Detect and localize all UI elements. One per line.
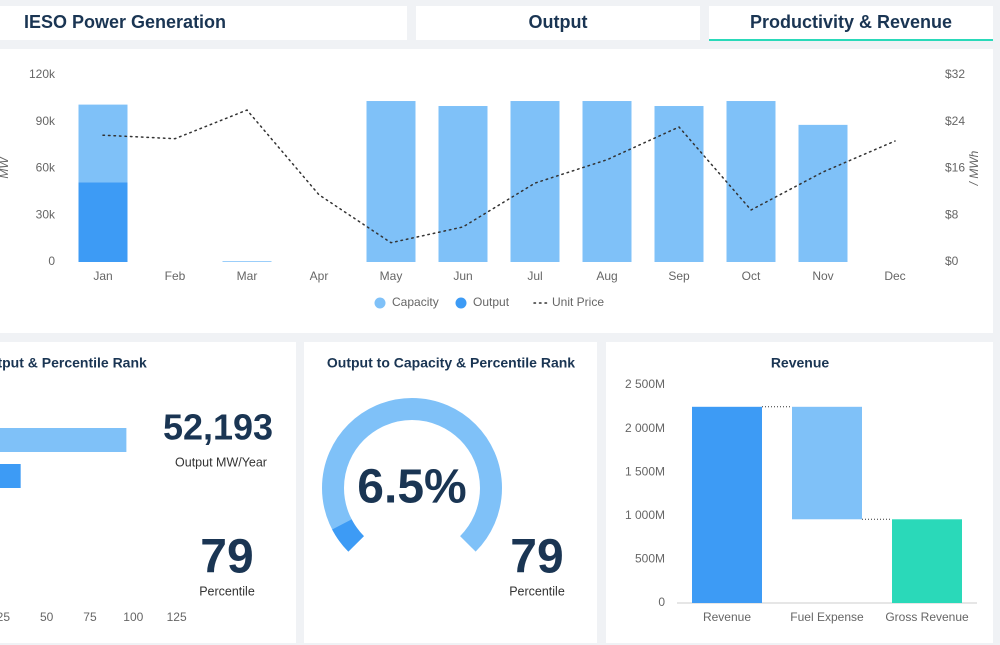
panel-title: Revenue (771, 355, 830, 371)
x-tick-label: Jun (453, 269, 472, 283)
bar (78, 182, 128, 262)
kpi-caption: Output MW/Year (175, 455, 267, 469)
tab-label[interactable]: Productivity & Revenue (750, 12, 952, 32)
x-tick-label: Gross Revenue (885, 610, 969, 624)
x-tick-label: 25 (0, 610, 10, 624)
x-tick-label: Feb (165, 269, 186, 283)
y-tick-label: 60k (36, 161, 56, 175)
x-tick-label: 100 (123, 610, 143, 624)
bar (654, 106, 704, 262)
y2-tick-label: $8 (945, 207, 959, 221)
bar (798, 124, 848, 262)
bar (692, 406, 762, 603)
y2-tick-label: $0 (945, 254, 959, 268)
y-tick-label: 30k (36, 207, 56, 221)
bar (0, 428, 127, 452)
bar (438, 106, 488, 262)
y-tick-label: 0 (48, 254, 55, 268)
panel-card (304, 342, 597, 643)
bar (366, 101, 416, 262)
y2-tick-label: $24 (945, 114, 965, 128)
legend-label: Unit Price (552, 295, 604, 309)
tab-label[interactable]: Output (529, 12, 588, 32)
x-tick-label: 75 (83, 610, 97, 624)
bar (792, 406, 862, 520)
panel-title: Output to Capacity & Percentile Rank (327, 355, 575, 371)
x-tick-label: May (380, 269, 403, 283)
tab-card[interactable] (709, 6, 993, 40)
tab-underline (709, 39, 993, 41)
legend-swatch (455, 297, 467, 309)
x-tick-label: Sep (668, 269, 690, 283)
bar (222, 261, 272, 262)
y-tick-label: 2 000M (625, 421, 665, 435)
gauge-track (322, 398, 502, 552)
legend-swatch (374, 297, 386, 309)
x-tick-label: Dec (884, 269, 905, 283)
y-axis-label: MW (0, 156, 11, 179)
panel-card (0, 342, 296, 643)
gauge-label: 6.5% (357, 461, 466, 514)
percentile-value: 79 (200, 531, 253, 584)
price-line (102, 109, 896, 244)
bar (582, 101, 632, 262)
y-tick-label: 1 500M (625, 464, 665, 478)
x-tick-label: Revenue (703, 610, 751, 624)
x-tick-label: Apr (310, 269, 329, 283)
legend-label: Output (473, 295, 510, 309)
y-tick-label: 0 (658, 595, 665, 609)
x-tick-label: Fuel Expense (790, 610, 864, 624)
tab-card[interactable] (416, 6, 700, 40)
y-tick-label: 120k (29, 67, 56, 81)
y-tick-label: 90k (36, 114, 56, 128)
percentile-value: 79 (510, 531, 563, 584)
bar (726, 101, 776, 262)
x-tick-label: Nov (812, 269, 833, 283)
bar (892, 519, 962, 603)
x-tick-label: Jul (527, 269, 542, 283)
panel-title: Output & Percentile Rank (0, 355, 147, 371)
tab-label[interactable]: IESO Power Generation (24, 12, 226, 32)
y2-tick-label: $32 (945, 67, 965, 81)
x-tick-label: Aug (596, 269, 617, 283)
x-tick-label: Mar (237, 269, 258, 283)
x-tick-label: 125 (167, 610, 187, 624)
kpi-value: 52,193 (163, 407, 273, 448)
y-tick-label: 2 500M (625, 377, 665, 391)
y2-axis-label: / MWh (967, 150, 981, 186)
tab-card[interactable] (0, 6, 407, 40)
y2-tick-label: $16 (945, 161, 965, 175)
x-tick-label: Oct (742, 269, 761, 283)
percentile-caption: Percentile (199, 584, 255, 598)
gauge-value (332, 518, 365, 552)
x-tick-label: 50 (40, 610, 54, 624)
y-tick-label: 1 000M (625, 508, 665, 522)
bar (510, 101, 560, 262)
x-tick-label: Jan (93, 269, 112, 283)
y-tick-label: 500M (635, 552, 665, 566)
legend-label: Capacity (392, 295, 439, 309)
percentile-caption: Percentile (509, 584, 565, 598)
bar (0, 464, 21, 488)
